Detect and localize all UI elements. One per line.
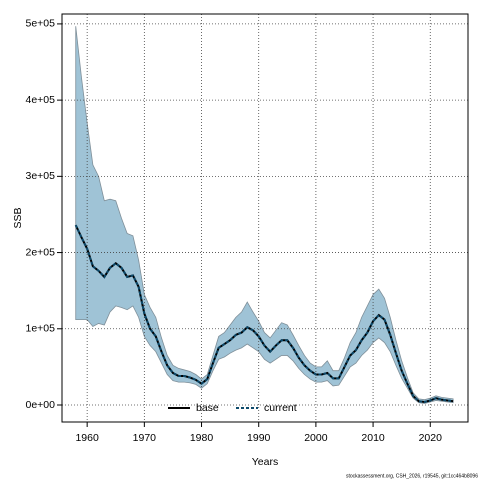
x-tick-label: 1990 bbox=[247, 432, 271, 444]
x-tick-label: 1980 bbox=[190, 432, 214, 444]
confidence-band bbox=[75, 26, 454, 404]
y-tick-label: 1e+05 bbox=[26, 323, 56, 335]
y-tick-label: 0e+00 bbox=[26, 399, 56, 411]
x-tick-label: 2000 bbox=[304, 432, 328, 444]
footnote: stockassessment.org, CSH_2026, r19545, g… bbox=[346, 473, 478, 479]
x-tick-label: 2010 bbox=[361, 432, 385, 444]
x-tick-label: 1970 bbox=[133, 432, 157, 444]
series-line bbox=[74, 224, 454, 403]
plot-frame bbox=[61, 13, 469, 423]
x-tick-label: 1960 bbox=[75, 432, 99, 444]
y-tick-label: 3e+05 bbox=[26, 170, 56, 182]
y-tick-label: 4e+05 bbox=[26, 94, 56, 106]
x-tick-label: 2020 bbox=[419, 432, 443, 444]
legend-label: current bbox=[264, 402, 297, 414]
y-axis-label: SSB bbox=[12, 207, 24, 228]
y-tick-label: 5e+05 bbox=[26, 18, 56, 30]
y-tick-label: 2e+05 bbox=[26, 246, 56, 258]
legend-label: base bbox=[196, 402, 219, 414]
x-axis-label: Years bbox=[252, 456, 278, 468]
